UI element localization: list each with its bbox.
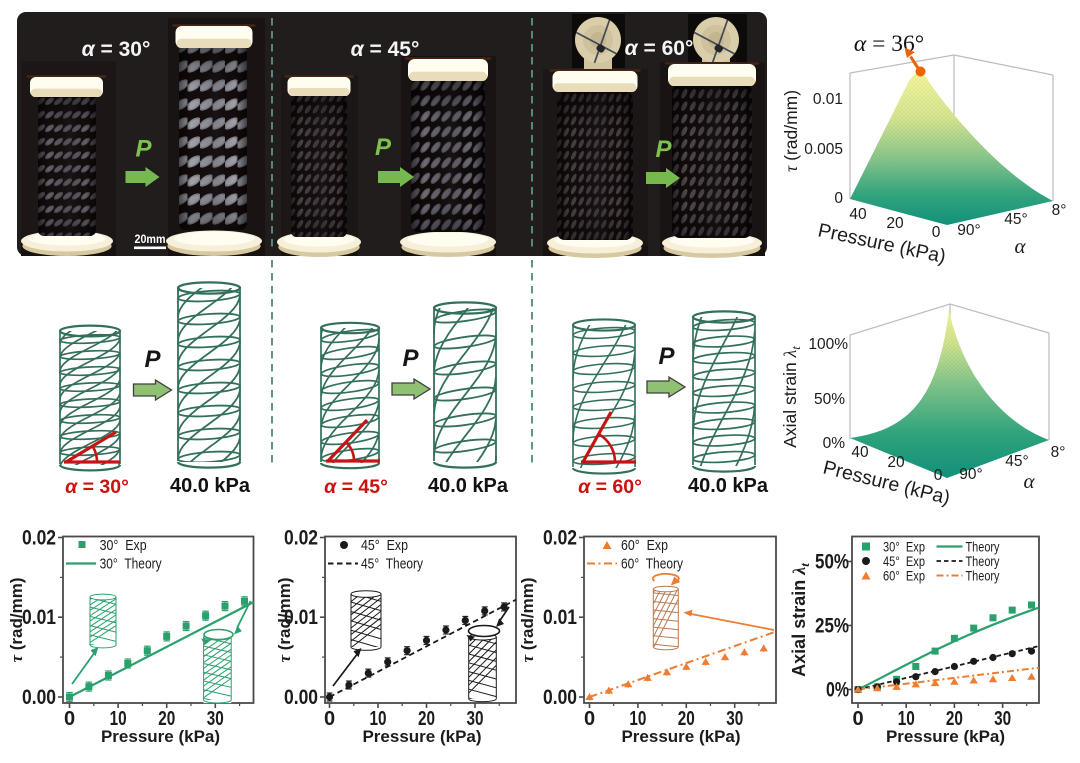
svg-text:0%: 0% [823,435,846,452]
svg-text:0.00: 0.00 [543,686,577,709]
svg-text:0: 0 [584,708,595,730]
svg-text:τ (rad/mm): τ (rad/mm) [518,577,537,662]
svg-text:30: 30 [207,708,224,730]
svg-text:α = 30°: α = 30° [65,476,129,498]
svg-text:40.0 kPa: 40.0 kPa [688,475,769,497]
svg-text:α = 30°: α = 30° [82,38,151,61]
svg-text:0: 0 [852,708,863,730]
svg-text:α = 60°: α = 60° [578,476,642,498]
svg-text:20: 20 [418,708,435,730]
svg-text:Pressure (kPa): Pressure (kPa) [886,727,1005,746]
svg-text:10: 10 [629,708,646,730]
svg-text:0.02: 0.02 [284,527,318,550]
svg-text:0.01: 0.01 [284,606,318,629]
svg-text:Pressure (kPa): Pressure (kPa) [621,727,740,746]
svg-text:0: 0 [64,708,75,730]
svg-text:P: P [655,136,672,163]
svg-text:10: 10 [898,708,915,730]
svg-text:20mm: 20mm [135,232,166,246]
svg-text:20: 20 [158,708,175,730]
svg-text:30: 30 [467,708,484,730]
svg-text:0.02: 0.02 [22,527,56,550]
svg-text:25%: 25% [815,615,849,638]
svg-text:20: 20 [946,708,963,730]
svg-text:P: P [144,346,161,373]
svg-text:0.005: 0.005 [804,141,843,158]
svg-text:α: α [1014,234,1026,258]
svg-text:30: 30 [726,708,743,730]
svg-text:20: 20 [678,708,695,730]
svg-text:P: P [402,345,419,372]
svg-text:45°: 45° [1005,453,1028,470]
svg-text:0.00: 0.00 [22,686,56,709]
svg-text:0: 0 [932,224,941,241]
svg-text:τ (rad/mm): τ (rad/mm) [7,577,26,662]
svg-text:45°: 45° [1004,211,1027,228]
svg-text:30: 30 [994,708,1011,730]
svg-text:10: 10 [110,708,127,730]
svg-text:0.01: 0.01 [813,91,843,108]
svg-text:30° Exp: 30° Exp [100,537,147,554]
svg-text:0%: 0% [826,679,849,702]
svg-text:8°: 8° [1052,202,1067,219]
svg-text:Theory: Theory [966,554,1000,569]
svg-text:Axial strain λt: Axial strain λt [789,563,812,677]
svg-text:20: 20 [886,215,904,232]
svg-text:P: P [658,343,675,370]
svg-text:40: 40 [851,444,869,461]
svg-text:τ (rad/mm): τ (rad/mm) [275,577,294,662]
svg-text:60° Exp: 60° Exp [621,537,668,554]
svg-text:Theory: Theory [966,569,1000,584]
svg-text:P: P [135,136,152,163]
svg-text:45° Theory: 45° Theory [361,556,423,573]
svg-text:0.01: 0.01 [543,606,577,629]
svg-text:30° Exp: 30° Exp [883,540,925,555]
svg-text:Pressure (kPa): Pressure (kPa) [362,727,481,746]
svg-text:α = 36°: α = 36° [854,31,924,57]
svg-text:50%: 50% [814,391,845,408]
svg-text:90°: 90° [959,466,982,483]
svg-text:Theory: Theory [966,540,1000,555]
svg-text:50%: 50% [815,551,849,574]
svg-text:0: 0 [324,708,335,730]
svg-text:Pressure (kPa): Pressure (kPa) [101,727,220,746]
svg-text:α: α [1023,469,1035,493]
svg-text:10: 10 [370,708,387,730]
svg-text:0.02: 0.02 [543,527,577,550]
svg-text:45° Exp: 45° Exp [883,554,925,569]
svg-text:100%: 100% [808,336,848,353]
svg-text:α = 45°: α = 45° [324,476,388,498]
svg-text:P: P [375,134,392,161]
svg-text:0: 0 [834,190,843,207]
svg-text:30° Theory: 30° Theory [100,556,162,573]
svg-text:Axial strain λt: Axial strain λt [780,346,803,448]
svg-text:α = 60°: α = 60° [625,37,694,60]
svg-text:0: 0 [934,467,943,484]
svg-text:0.01: 0.01 [22,606,56,629]
svg-text:90°: 90° [957,222,980,239]
svg-text:40.0 kPa: 40.0 kPa [428,475,509,497]
svg-text:45° Exp: 45° Exp [361,537,408,554]
svg-text:60° Exp: 60° Exp [883,569,925,584]
svg-text:40.0 kPa: 40.0 kPa [170,475,251,497]
svg-text:8°: 8° [1051,444,1066,461]
svg-text:60° Theory: 60° Theory [621,556,683,573]
svg-text:40: 40 [849,206,867,223]
svg-text:τ (rad/mm): τ (rad/mm) [781,90,801,172]
svg-text:20: 20 [887,454,905,471]
svg-text:0.00: 0.00 [284,686,318,709]
svg-text:α = 45°: α = 45° [351,38,420,61]
